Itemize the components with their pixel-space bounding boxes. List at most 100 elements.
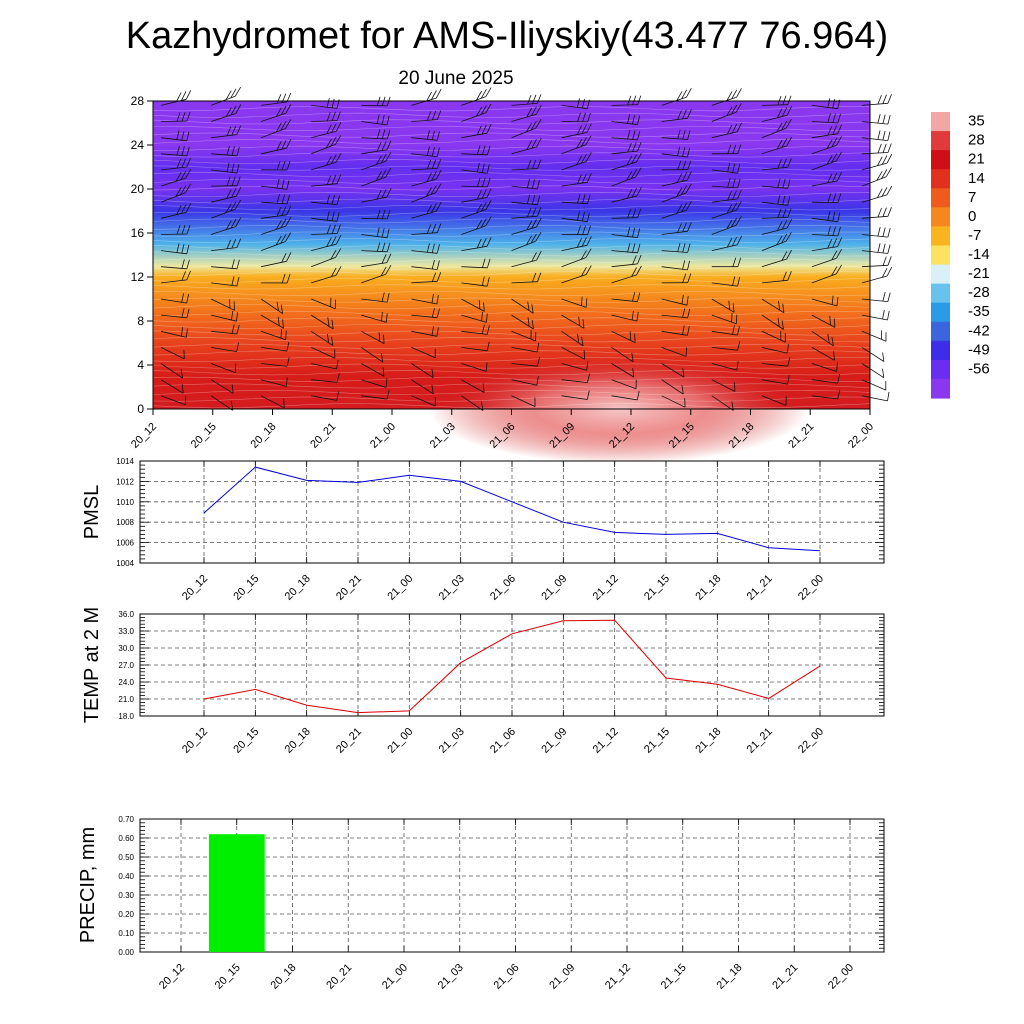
wind-barb-feather <box>330 136 337 147</box>
wind-barb-feather <box>537 207 542 217</box>
wind-barb-feather <box>682 109 687 120</box>
wind-barb-staff <box>661 379 684 395</box>
contour-line <box>152 277 871 283</box>
wind-barb-staff <box>160 330 187 338</box>
wind-barb-staff <box>361 217 388 220</box>
wind-barb-feather <box>582 112 586 122</box>
wind-barb-feather <box>530 233 537 244</box>
contour-line <box>152 152 871 158</box>
wind-barb-staff <box>611 314 637 322</box>
wind-barb-feather <box>687 273 692 283</box>
wind-barb-staff <box>411 280 438 284</box>
wind-barb-feather <box>887 115 891 125</box>
wind-barb-staff <box>311 363 337 370</box>
wind-barb-staff <box>511 185 538 190</box>
y-tick-label: 0.00 <box>118 948 134 957</box>
wind-barb-feather <box>726 219 733 230</box>
wind-barb-staff <box>210 379 234 394</box>
wind-barb-feather <box>577 211 580 221</box>
wind-barb-feather <box>731 89 738 99</box>
wind-barb-feather <box>281 160 286 171</box>
wind-barb-feather <box>835 151 842 162</box>
wind-barb-feather <box>632 95 637 105</box>
wind-barb-feather <box>776 122 783 133</box>
wind-barb-feather <box>380 353 384 363</box>
wind-barb-feather <box>436 308 440 318</box>
wind-barb-staff <box>711 347 738 351</box>
wind-barb-feather <box>677 160 682 170</box>
wind-barb-feather <box>225 107 232 117</box>
wind-barb-feather <box>386 209 391 220</box>
wind-barb-feather <box>882 256 887 266</box>
wind-barb-feather <box>737 178 741 189</box>
wind-barb-feather <box>286 357 290 367</box>
wind-barb-feather <box>235 86 242 97</box>
y-tick-label: 12 <box>131 270 145 284</box>
wind-barb-feather <box>836 249 842 259</box>
wind-barb-feather <box>435 202 442 212</box>
wind-barb-feather <box>836 136 842 146</box>
wind-barb-feather <box>677 242 681 252</box>
x-tick-label: 21_00 <box>380 962 410 992</box>
wind-barb-staff <box>661 314 688 319</box>
wind-barb-feather <box>480 89 487 99</box>
wind-barb-feather <box>881 187 888 197</box>
x-tick-label: 20_15 <box>231 573 261 603</box>
wind-barb-feather <box>184 183 191 194</box>
wind-barb-feather <box>887 94 892 104</box>
wind-barb-feather <box>176 243 180 253</box>
wind-barb-staff <box>361 137 388 140</box>
colorbar-label: 28 <box>968 132 985 149</box>
wind-barb-staff <box>761 145 787 155</box>
wind-barb-staff <box>561 201 588 205</box>
wind-barb-feather <box>230 218 237 229</box>
wind-barb-feather <box>231 163 235 173</box>
x-tick-label: 21_21 <box>770 962 800 992</box>
wind-barb-feather <box>481 311 483 322</box>
wind-barb-feather <box>276 179 280 189</box>
wind-barb-staff <box>611 137 638 141</box>
wind-barb-feather <box>336 224 341 234</box>
wind-barb-feather <box>831 336 834 346</box>
wind-barb-feather <box>426 130 430 140</box>
wind-barb-staff <box>611 330 636 343</box>
wind-barb-feather <box>731 236 738 247</box>
wind-barb-feather <box>181 259 185 269</box>
wind-barb-feather <box>782 271 787 281</box>
wind-barb-staff <box>160 166 187 171</box>
wind-barb-feather <box>882 309 885 320</box>
wind-barb-feather <box>231 384 234 394</box>
wind-barb-feather <box>636 186 642 197</box>
y-tick-label: 1012 <box>116 477 134 486</box>
wind-barb-staff <box>511 363 538 367</box>
wind-barb-feather <box>734 382 736 392</box>
wind-barb-feather <box>727 144 732 154</box>
wind-barb-feather <box>531 304 534 314</box>
wind-barb-staff <box>861 298 888 302</box>
wind-barb-feather <box>777 108 783 118</box>
wind-barb-feather <box>887 207 892 217</box>
wind-barb-feather <box>326 156 332 166</box>
wind-barb-feather <box>381 311 383 322</box>
wind-barb-feather <box>877 94 882 105</box>
wind-barb-staff <box>211 266 238 270</box>
wind-barb-feather <box>782 178 786 189</box>
wind-barb-feather <box>181 308 185 318</box>
wind-barb-feather <box>431 130 435 140</box>
wind-barb-feather <box>426 111 432 121</box>
wind-barb-feather <box>736 88 742 98</box>
wind-barb-feather <box>326 175 332 185</box>
x-tick-label: 20_12 <box>157 962 187 992</box>
wind-barb-staff <box>561 274 587 284</box>
wind-barb-feather <box>281 140 287 150</box>
wind-barb-staff <box>361 347 383 363</box>
wind-barb-staff <box>811 298 838 307</box>
colorbar-swatch <box>931 264 950 285</box>
wind-barb-feather <box>236 176 241 186</box>
wind-barb-staff <box>511 226 537 235</box>
wind-barb-feather <box>887 143 892 153</box>
x-tick-label: 20_15 <box>189 421 219 451</box>
wind-barb-feather <box>586 173 592 183</box>
wind-barb-feather <box>827 126 833 136</box>
wind-barb-feather <box>827 98 831 108</box>
